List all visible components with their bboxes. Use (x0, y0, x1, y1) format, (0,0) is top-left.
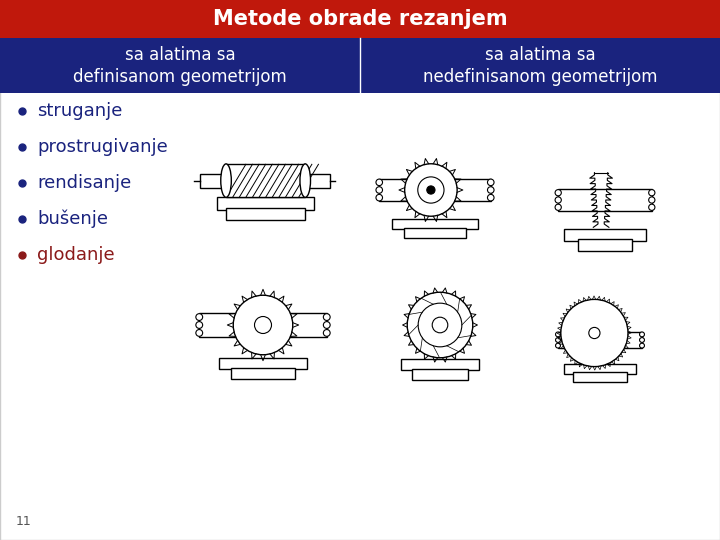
Bar (226, 164, 305, 197)
Text: rendisanje: rendisanje (37, 174, 131, 192)
Text: definisanom geometrijom: definisanom geometrijom (73, 68, 287, 85)
Text: sa alatima sa: sa alatima sa (125, 46, 235, 64)
Ellipse shape (323, 329, 330, 336)
Ellipse shape (555, 190, 562, 196)
Ellipse shape (639, 332, 644, 337)
Circle shape (418, 177, 444, 203)
Ellipse shape (376, 179, 382, 186)
Text: struganje: struganje (37, 102, 122, 120)
Text: glodanje: glodanje (37, 246, 114, 264)
Bar (305, 173, 330, 187)
Bar (404, 228, 466, 238)
Circle shape (589, 327, 600, 339)
Ellipse shape (639, 338, 644, 342)
Bar (0, 38, 720, 93)
Bar (226, 208, 305, 220)
Circle shape (405, 164, 457, 216)
Ellipse shape (221, 164, 231, 197)
Bar (199, 313, 327, 337)
Bar (199, 173, 226, 187)
Bar (564, 229, 646, 240)
Ellipse shape (376, 194, 382, 201)
Ellipse shape (196, 322, 202, 328)
Ellipse shape (323, 314, 330, 320)
Circle shape (418, 303, 462, 347)
Bar (0, 0, 720, 38)
Text: Metode obrade rezanjem: Metode obrade rezanjem (212, 9, 508, 29)
Bar (379, 179, 491, 201)
Ellipse shape (487, 194, 494, 201)
Circle shape (408, 292, 473, 358)
Ellipse shape (639, 343, 644, 348)
Ellipse shape (487, 187, 494, 193)
Bar (217, 197, 314, 210)
Bar (558, 332, 642, 348)
Bar (558, 189, 652, 211)
Bar (230, 368, 295, 379)
Ellipse shape (196, 329, 202, 336)
Text: sa alatima sa: sa alatima sa (485, 46, 595, 64)
Bar (564, 364, 636, 374)
Circle shape (561, 299, 628, 367)
Text: 11: 11 (16, 515, 32, 528)
Text: prostrugivanje: prostrugivanje (37, 138, 168, 156)
Circle shape (254, 316, 271, 334)
Ellipse shape (649, 204, 655, 211)
Ellipse shape (649, 190, 655, 196)
Bar (401, 359, 479, 370)
Circle shape (432, 317, 448, 333)
Ellipse shape (556, 343, 560, 348)
Bar (412, 369, 468, 380)
Bar (219, 358, 307, 369)
Text: nedefinisanom geometrijom: nedefinisanom geometrijom (423, 68, 657, 85)
Ellipse shape (649, 197, 655, 203)
Ellipse shape (556, 332, 560, 337)
Bar (392, 219, 477, 230)
Bar (573, 372, 626, 382)
Ellipse shape (555, 197, 562, 203)
Ellipse shape (196, 314, 202, 320)
Ellipse shape (300, 164, 310, 197)
Circle shape (427, 186, 435, 194)
Circle shape (233, 295, 293, 355)
Ellipse shape (376, 187, 382, 193)
Text: bušenje: bušenje (37, 210, 108, 228)
Ellipse shape (487, 179, 494, 186)
Ellipse shape (555, 204, 562, 211)
Bar (577, 239, 632, 251)
Ellipse shape (556, 338, 560, 342)
Ellipse shape (323, 322, 330, 328)
